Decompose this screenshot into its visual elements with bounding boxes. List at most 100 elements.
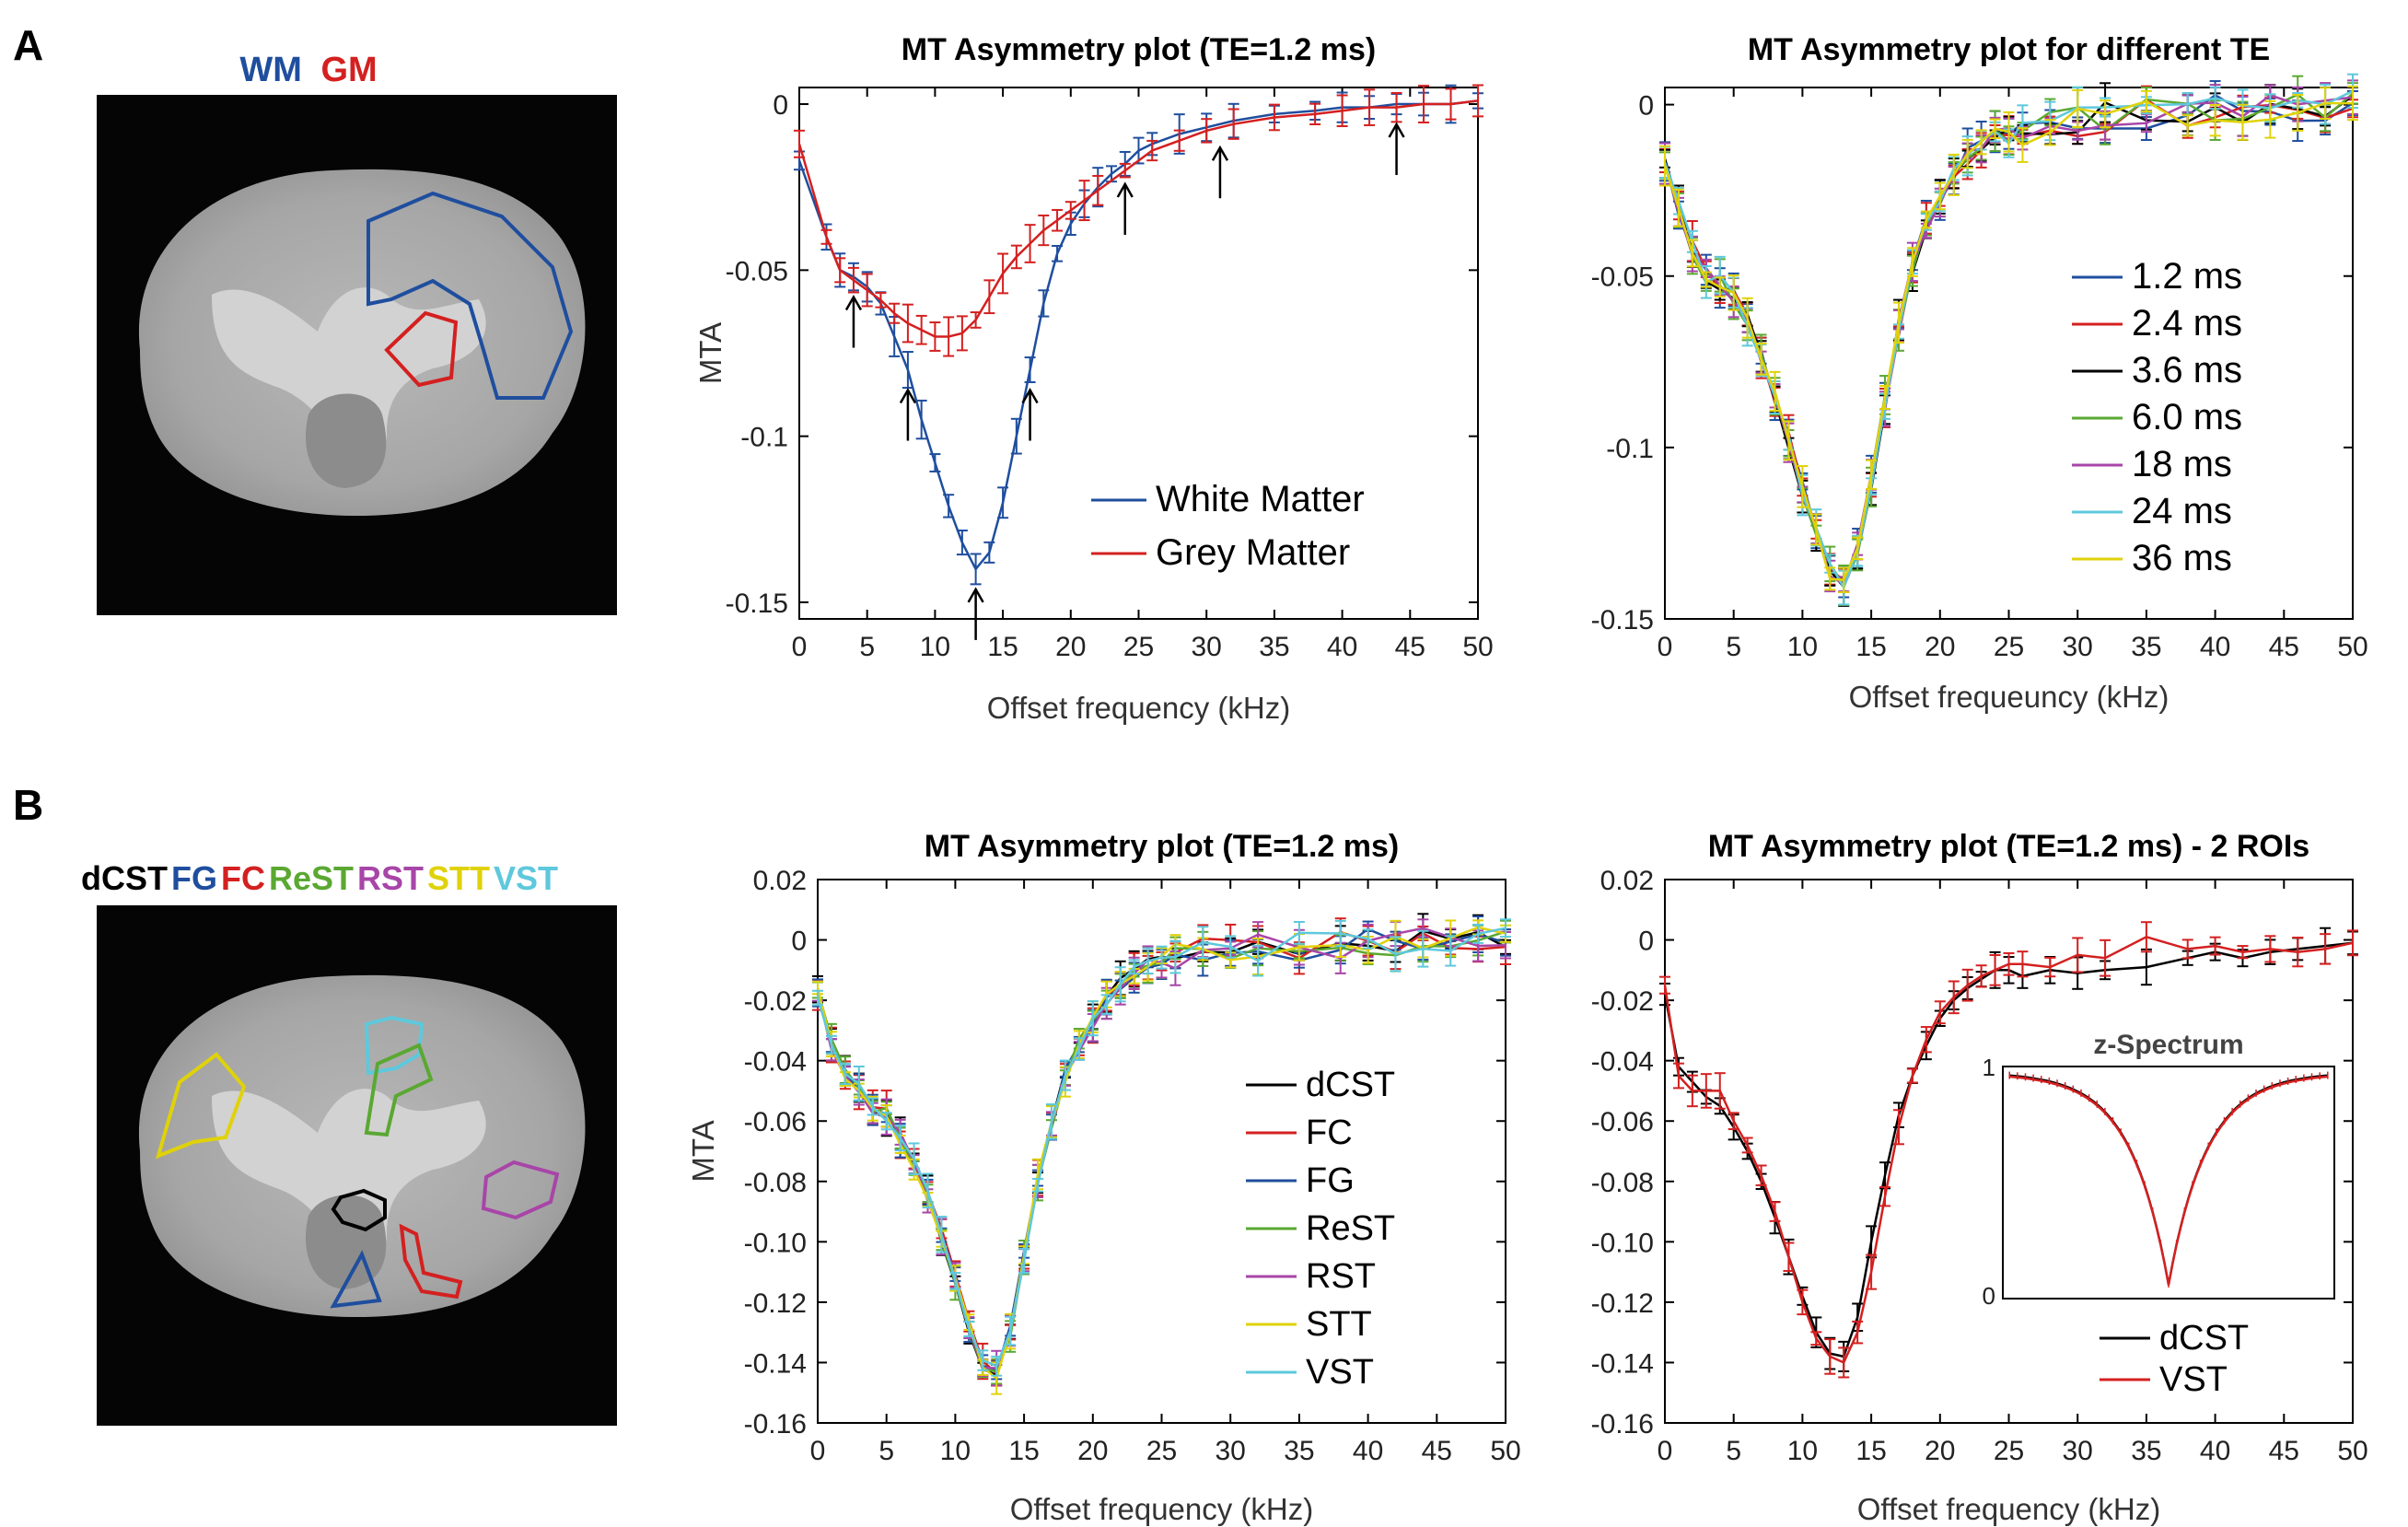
roi-legend-b: dCST FG FC ReST RST STT VST — [81, 859, 558, 897]
x-tick-label: 30 — [2063, 1436, 2093, 1466]
x-tick-label: 15 — [1855, 1436, 1886, 1466]
chart-mta-tracts: MT Asymmetry plot (TE=1.2 ms) 0 5 10 15 20 25 3… — [686, 829, 1521, 1526]
roi-dcst-outline — [331, 1188, 387, 1232]
annotation-arrow — [967, 587, 984, 640]
y-tick-label: -0.04 — [1591, 1047, 1654, 1078]
y-tick-label: 0 — [773, 90, 788, 121]
legend-label-fg: FG — [1306, 1161, 1355, 1200]
series-2-4-ms — [1659, 85, 2358, 593]
x-tick-label: 35 — [2131, 632, 2161, 662]
x-axis-label: Offset frequeuncy (kHz) — [1849, 680, 2170, 714]
x-tick-label: 25 — [1123, 632, 1154, 662]
series-vst — [1659, 921, 2358, 1379]
x-tick-label: 5 — [1726, 1436, 1741, 1466]
plot-area — [1659, 73, 2358, 607]
x-tick-label: 0 — [810, 1436, 826, 1466]
series-line-18-ms — [1663, 94, 2354, 586]
series-line-24-ms — [1663, 89, 2354, 590]
x-tick-label: 30 — [1216, 1436, 1246, 1466]
plot-area — [1659, 921, 2358, 1379]
legend-label-dcst: dCST — [2159, 1319, 2249, 1358]
mri-image-b — [97, 905, 617, 1426]
x-tick-label: 25 — [1994, 1436, 2024, 1466]
series-rest — [812, 919, 1511, 1385]
y-tick-label: -0.10 — [1591, 1228, 1654, 1258]
plot-area — [794, 84, 1483, 586]
y-tick-label: 0.02 — [753, 866, 807, 896]
panel-label-b: B — [13, 781, 43, 829]
roi-fg-outline — [330, 1250, 382, 1309]
y-tick-label: 0.02 — [1600, 866, 1654, 896]
y-tick-label: -0.12 — [744, 1288, 807, 1319]
x-tick-label: 5 — [859, 632, 875, 662]
series-line-rest — [816, 930, 1506, 1373]
x-tick-label: 35 — [1284, 1436, 1314, 1466]
y-tick-label: -0.06 — [744, 1107, 807, 1137]
arrow-head — [1116, 181, 1134, 198]
annotation-arrow — [1116, 181, 1134, 235]
x-tick-label: 40 — [1327, 632, 1357, 662]
chart-mta-wm-gm: MT Asymmetry plot (TE=1.2 ms) 0 5 10 15 20 25 3… — [693, 32, 1494, 725]
inset-z-spectrum: z-Spectrum 1 0 — [1983, 1030, 2335, 1310]
x-tick-label: 20 — [1925, 1436, 1955, 1466]
annotation-arrow — [899, 388, 917, 441]
chart-mta-different-te: MT Asymmetry plot for different TE 0 5 10 15… — [1591, 32, 2368, 714]
series-line-grey-matter — [797, 99, 1479, 338]
y-tick-label: -0.02 — [1591, 986, 1654, 1017]
legend-label-white-matter: White Matter — [1156, 479, 1365, 519]
series-vst — [812, 918, 1511, 1377]
x-tick-label: 0 — [792, 632, 808, 662]
y-tick-label: -0.14 — [744, 1348, 807, 1379]
legend-label-3-6-ms: 3.6 ms — [2132, 350, 2242, 390]
x-tick-label: 50 — [2337, 1436, 2367, 1466]
x-tick-label: 0 — [1658, 1436, 1673, 1466]
series-line-36-ms — [1663, 99, 2353, 582]
roi-label-fg: FG — [171, 859, 217, 897]
x-tick-label: 10 — [940, 1436, 971, 1466]
series-24-ms — [1659, 73, 2358, 606]
annotation-arrow — [1021, 388, 1039, 441]
roi-label-stt: STT — [427, 859, 490, 897]
legend-label-vst: VST — [1306, 1353, 1374, 1392]
legend-label-1-2-ms: 1.2 ms — [2132, 256, 2242, 297]
arrow-head — [844, 295, 863, 311]
y-tick-label: -0.15 — [1591, 605, 1654, 635]
y-tick-label: 0 — [791, 927, 807, 957]
series-line-1-2-ms — [1663, 93, 2354, 585]
y-axis-label: MTA — [686, 1120, 720, 1182]
x-tick-label: 35 — [1259, 632, 1289, 662]
series-grey-matter — [794, 84, 1483, 357]
y-tick-label: -0.05 — [726, 256, 788, 286]
y-tick-label: 0 — [1638, 91, 1654, 122]
x-tick-label: 25 — [1146, 1436, 1177, 1466]
annotation-arrow — [1388, 122, 1405, 176]
x-tick-label: 25 — [1994, 632, 2024, 662]
x-tick-label: 15 — [987, 632, 1018, 662]
series-line-rst — [816, 927, 1506, 1370]
series-stt — [812, 919, 1511, 1395]
chart-mta-two-rois: MT Asymmetry plot (TE=1.2 ms) - 2 ROIs 0 5… — [1591, 829, 2368, 1526]
series-36-ms — [1659, 85, 2358, 593]
chart-title: MT Asymmetry plot (TE=1.2 ms) - 2 ROIs — [1708, 829, 2309, 864]
y-tick-label: -0.10 — [744, 1228, 807, 1258]
roi-label-rst: RST — [357, 859, 424, 897]
y-tick-label: -0.1 — [1606, 434, 1654, 464]
x-tick-label: 45 — [1395, 632, 1425, 662]
series-line-vst — [816, 927, 1506, 1368]
legend-label-stt: STT — [1306, 1305, 1372, 1344]
legend-label-grey-matter: Grey Matter — [1156, 532, 1350, 573]
roi-legend-a: WM GM — [239, 51, 377, 89]
x-axis-label: Offset frequency (kHz) — [987, 691, 1291, 725]
x-tick-label: 15 — [1855, 632, 1886, 662]
arrow-head — [1211, 145, 1229, 161]
legend-label-24-ms: 24 ms — [2132, 491, 2232, 531]
chart-title: MT Asymmetry plot for different TE — [1748, 32, 2270, 67]
x-tick-label: 20 — [1055, 632, 1086, 662]
series-1-2-ms — [1659, 80, 2358, 599]
roi-label-vst: VST — [494, 859, 558, 897]
x-tick-label: 5 — [1726, 632, 1741, 662]
legend: 1.2 ms 2.4 ms 3.6 ms 6.0 ms 18 ms 24 ms 36 ms — [2072, 256, 2242, 578]
panel-label-a: A — [13, 21, 43, 69]
x-tick-label: 40 — [2200, 632, 2230, 662]
